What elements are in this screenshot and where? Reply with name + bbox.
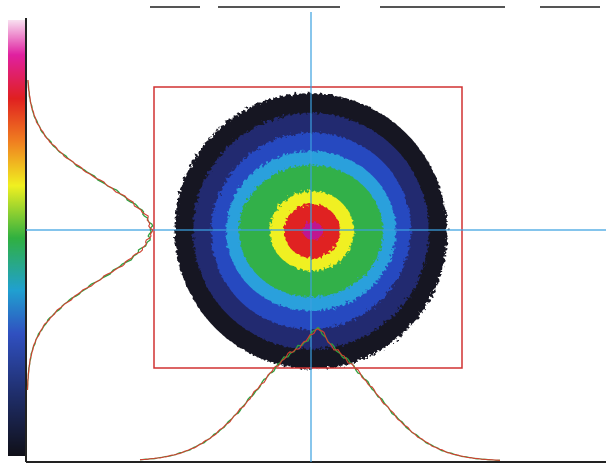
color-scale	[8, 20, 25, 456]
roi-box	[153, 86, 463, 369]
vertical-profile-green	[26, 80, 154, 391]
horizontal-profile-red	[139, 328, 501, 461]
vertical-profile-red	[26, 79, 154, 391]
